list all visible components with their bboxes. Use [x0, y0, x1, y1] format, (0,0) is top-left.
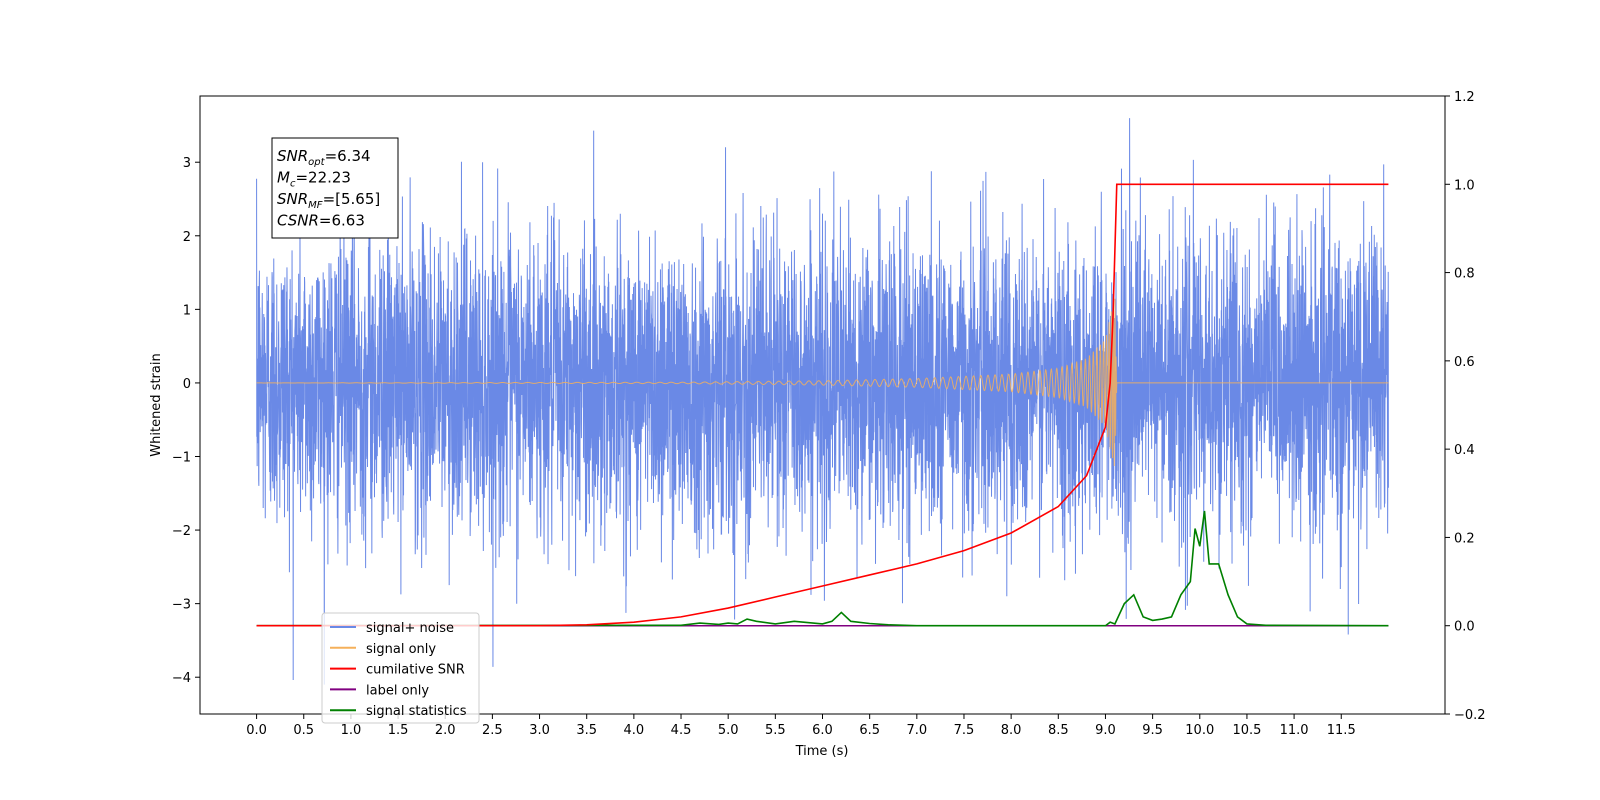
y-tick-label: −2	[172, 524, 191, 539]
x-tick-label: 4.5	[671, 723, 692, 738]
x-tick-label: 9.0	[1095, 723, 1116, 738]
y-axis-left: 3 2 1 0 −1 −2 −3 −4	[172, 156, 200, 686]
y-tick-label: −1	[172, 451, 191, 466]
legend-label: cumilative SNR	[366, 663, 465, 678]
x-tick-label: 9.5	[1142, 723, 1163, 738]
x-tick-label: 5.5	[765, 723, 786, 738]
x-tick-label: 3.5	[576, 723, 597, 738]
legend-label: signal statistics	[366, 704, 467, 719]
x-tick-label: 0.0	[246, 723, 267, 738]
x-tick-label: 6.5	[859, 723, 880, 738]
legend-label: signal+ noise	[366, 621, 454, 636]
x-tick-label: 2.5	[482, 723, 503, 738]
y2-tick-label: 0.2	[1454, 531, 1475, 546]
x-tick-label: 7.0	[906, 723, 927, 738]
x-tick-label: 6.0	[812, 723, 833, 738]
y-axis-right: 1.2 1.0 0.8 0.6 0.4 0.2 0.0 −0.2	[1445, 90, 1486, 723]
y2-tick-label: 1.2	[1454, 90, 1475, 105]
series-signal-only-line	[256, 298, 1389, 467]
annotation-line: Mc=22.23	[277, 169, 351, 190]
x-tick-label: 8.5	[1048, 723, 1069, 738]
annotation-line: SNRopt=6.34	[277, 147, 371, 168]
annotation-frame	[271, 137, 399, 239]
legend-frame	[321, 612, 480, 724]
x-axis: 0.0 0.5 1.0 1.5 2.0 2.5 3.0 3.5 4.0 4.5 5.0 5.5 6.0 6…	[246, 714, 1356, 738]
y2-tick-label: 0.4	[1454, 443, 1475, 458]
y-tick-label: 0	[183, 377, 191, 392]
y2-tick-label: 0.8	[1454, 267, 1475, 282]
x-tick-label: 11.5	[1327, 723, 1356, 738]
y-axis-label: Whitened strain	[149, 353, 164, 456]
x-tick-label: 8.0	[1001, 723, 1022, 738]
x-tick-label: 0.5	[293, 723, 314, 738]
x-tick-label: 1.0	[341, 723, 362, 738]
x-tick-label: 11.0	[1280, 723, 1309, 738]
y-tick-label: 2	[183, 230, 191, 245]
annotation-line: CSNR=6.63	[277, 212, 365, 230]
x-tick-label: 4.0	[624, 723, 645, 738]
legend-label: label only	[366, 683, 429, 698]
y2-tick-label: 0.0	[1454, 620, 1475, 635]
legend: signal+ noise signal only cumilative SNR la…	[321, 612, 480, 724]
series-cumilative-snr-line	[256, 183, 1389, 627]
legend-label: signal only	[366, 642, 436, 657]
y-tick-label: 1	[183, 303, 191, 318]
x-tick-label: 5.0	[718, 723, 739, 738]
annotation-line: SNRMF=[5.65]	[277, 190, 380, 211]
x-tick-label: 3.0	[529, 723, 550, 738]
y-tick-label: −3	[172, 598, 191, 613]
x-tick-label: 2.0	[435, 723, 456, 738]
x-tick-label: 10.0	[1185, 723, 1214, 738]
series-layer	[256, 118, 1389, 685]
x-tick-label: 10.5	[1232, 723, 1261, 738]
x-tick-label: 7.5	[954, 723, 975, 738]
y2-tick-label: −0.2	[1454, 708, 1486, 723]
y-tick-label: 3	[183, 156, 191, 171]
x-axis-label: Time (s)	[795, 744, 849, 759]
y2-tick-label: 0.6	[1454, 355, 1475, 370]
series-signal-statistics-line	[256, 510, 1389, 627]
series-signal-noise-line	[256, 118, 1389, 685]
x-tick-label: 1.5	[388, 723, 409, 738]
y-tick-label: −4	[172, 671, 191, 686]
y2-tick-label: 1.0	[1454, 178, 1475, 193]
